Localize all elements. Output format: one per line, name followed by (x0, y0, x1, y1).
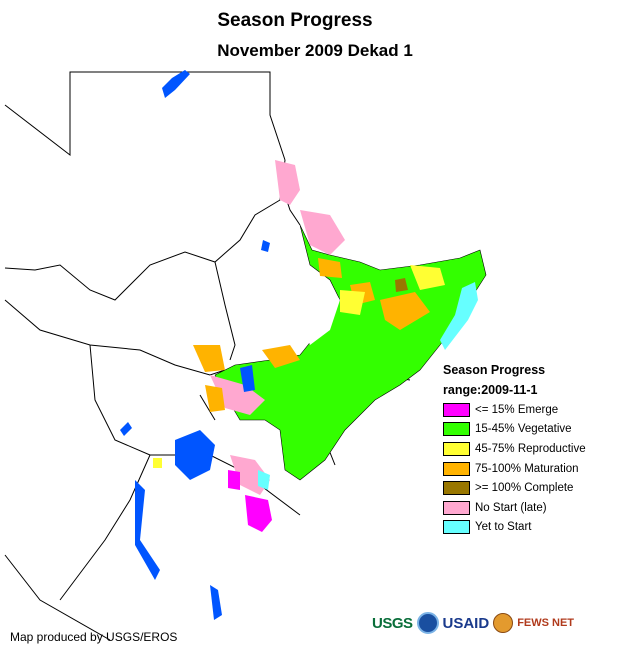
legend-swatch (443, 481, 470, 496)
legend-title: Season Progress (443, 363, 546, 377)
water-bodies (120, 70, 270, 620)
yet-to-start-areas (258, 282, 478, 490)
legend-swatch (443, 520, 470, 535)
usgs-logo: USGS (372, 614, 413, 632)
legend-item: 75-100% Maturation (443, 459, 623, 479)
legend-swatch (443, 500, 470, 515)
maturation-areas (193, 258, 430, 412)
legend-label: Yet to Start (475, 521, 532, 534)
reproductive-areas (153, 265, 445, 468)
legend-range: range:2009-11-1 (443, 383, 538, 397)
legend-label: >= 100% Complete (475, 482, 574, 495)
legend-swatch (443, 422, 470, 437)
legend-item: No Start (late) (443, 498, 623, 518)
complete-areas (395, 278, 408, 292)
fews-logo-icon (493, 613, 514, 633)
legend-swatch (443, 441, 470, 456)
partner-logos: USGS USAID FEWS NET (372, 612, 574, 634)
legend-swatch (443, 402, 470, 417)
no-data-interior (300, 285, 340, 345)
map-subtitle: November 2009 Dekad 1 (217, 41, 413, 60)
map-title: Season Progress (217, 10, 373, 31)
legend-label: 75-100% Maturation (475, 462, 579, 475)
legend-item: Yet to Start (443, 518, 623, 538)
legend-swatch (443, 461, 470, 476)
usaid-logo: USAID (442, 614, 490, 632)
legend-item: 45-75% Reproductive (443, 439, 623, 459)
legend-label: <= 15% Emerge (475, 403, 559, 416)
legend-item: <= 15% Emerge (443, 400, 623, 420)
legend-item: >= 100% Complete (443, 478, 623, 498)
emerge-areas (228, 470, 272, 532)
legend-label: 15-45% Vegetative (475, 423, 572, 436)
map-credit: Map produced by USGS/EROS (10, 630, 178, 644)
map-legend: Season Progress range:2009-11-1 <= 15% E… (443, 360, 623, 537)
noaa-logo-icon (416, 612, 439, 634)
fews-net-logo: FEWS NET (517, 617, 575, 629)
legend-label: 45-75% Reproductive (475, 442, 586, 455)
legend-item: 15-45% Vegetative (443, 420, 623, 440)
legend-label: No Start (late) (475, 501, 547, 514)
